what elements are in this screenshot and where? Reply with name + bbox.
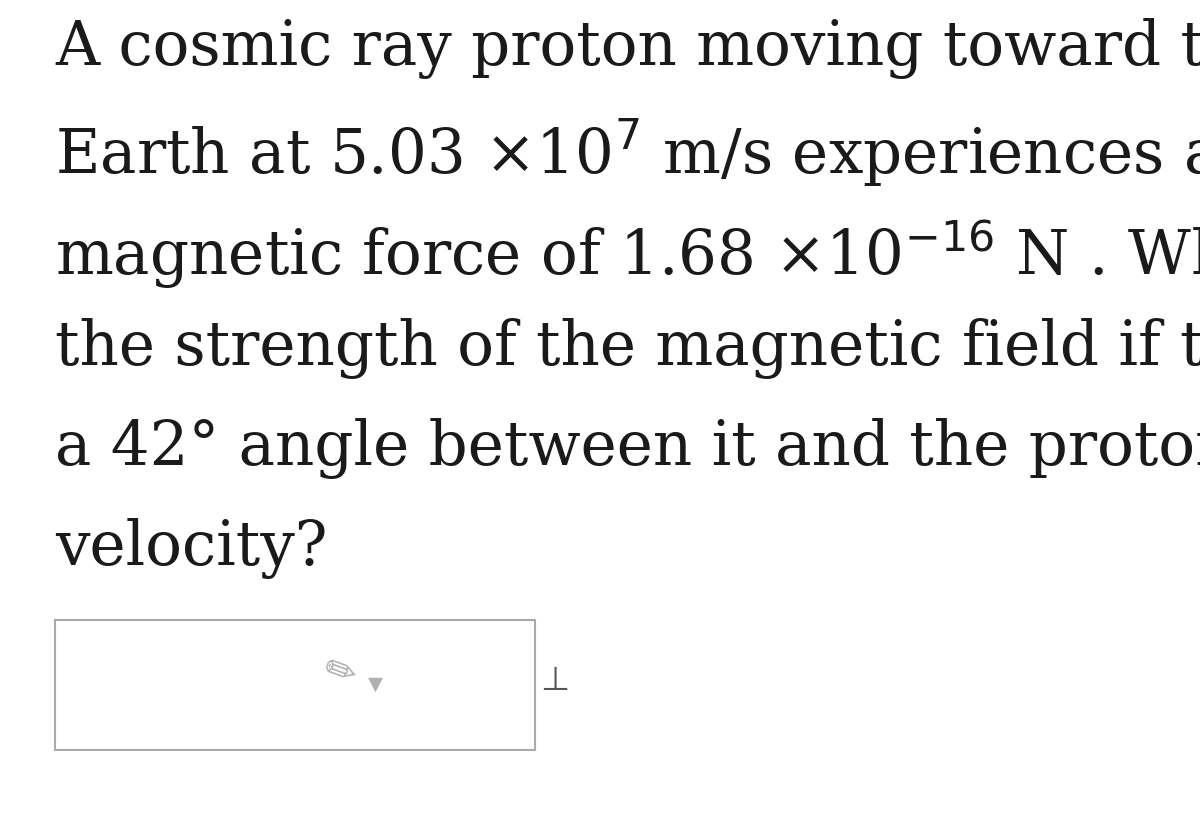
Text: velocity?: velocity? xyxy=(55,518,328,579)
Text: a 42° angle between it and the proton's: a 42° angle between it and the proton's xyxy=(55,418,1200,479)
Bar xyxy=(55,620,535,750)
Text: ✏: ✏ xyxy=(318,650,362,697)
Text: Earth at 5.03 ×10$^7$ m/s experiences a: Earth at 5.03 ×10$^7$ m/s experiences a xyxy=(55,118,1200,190)
Text: the strength of the magnetic field if there is: the strength of the magnetic field if th… xyxy=(55,318,1200,379)
Text: A cosmic ray proton moving toward the: A cosmic ray proton moving toward the xyxy=(55,18,1200,79)
Text: ▼: ▼ xyxy=(367,675,383,694)
Text: ⊥: ⊥ xyxy=(540,663,570,697)
Text: magnetic force of 1.68 ×10$^{-16}$ N . What is: magnetic force of 1.68 ×10$^{-16}$ N . W… xyxy=(55,218,1200,291)
